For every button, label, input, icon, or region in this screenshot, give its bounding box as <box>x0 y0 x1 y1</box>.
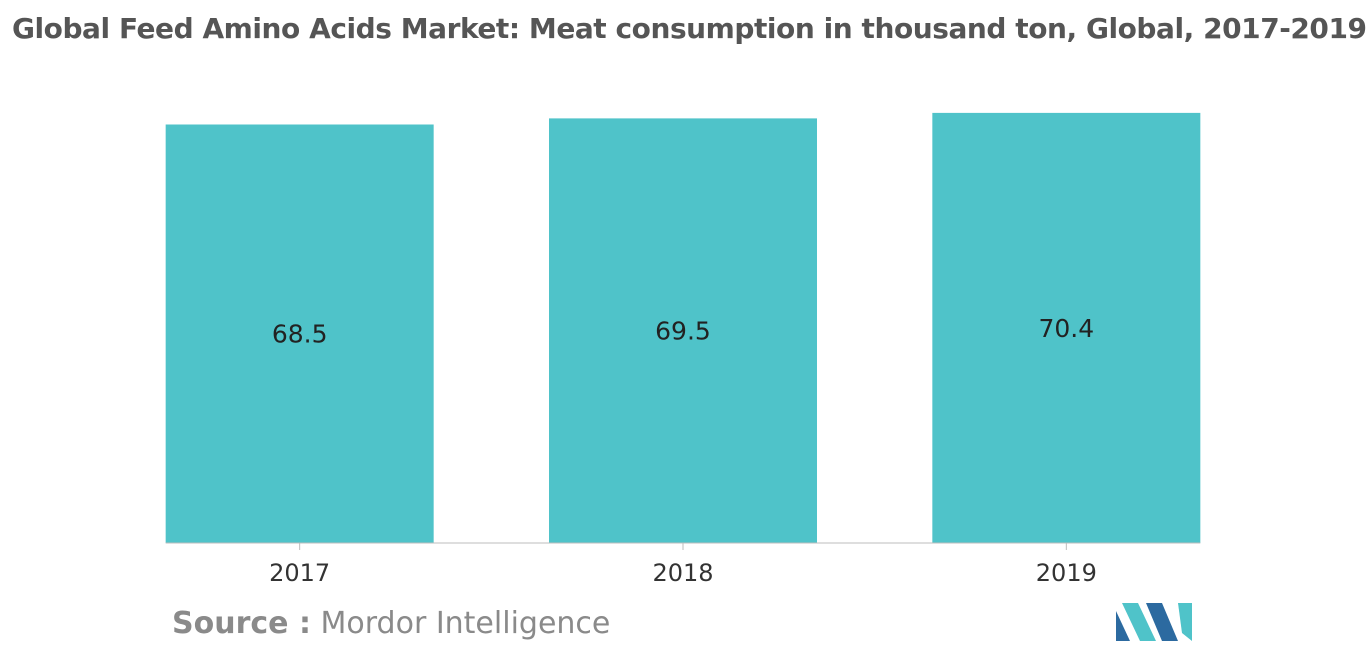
labels-layer: 68.5 2017 69.5 2018 70.4 2019 <box>269 314 1097 587</box>
data-label-2019: 70.4 <box>1038 314 1094 343</box>
x-tick-label-2017: 2017 <box>269 559 330 587</box>
logo-shape-middle <box>1122 603 1156 641</box>
bar-2017 <box>165 124 434 543</box>
mordor-intelligence-logo-icon <box>1116 603 1192 641</box>
source-prefix: Source : <box>172 606 311 641</box>
logo-shape-left <box>1116 611 1130 641</box>
x-tick-label-2018: 2018 <box>652 559 713 587</box>
bar-chart: 68.5 2017 69.5 2018 70.4 2019 <box>165 112 1201 587</box>
data-label-2017: 68.5 <box>272 320 328 349</box>
bar-2019 <box>932 112 1201 544</box>
logo-shape-right <box>1146 603 1178 641</box>
x-tick-label-2019: 2019 <box>1036 559 1097 587</box>
bar-2018 <box>549 118 817 544</box>
bars-layer <box>165 112 1201 544</box>
data-label-2018: 69.5 <box>655 317 711 346</box>
chart-title: Global Feed Amino Acids Market: Meat con… <box>12 12 1366 45</box>
logo-shape-end <box>1178 603 1192 641</box>
x-ticks-layer <box>299 543 1067 550</box>
source-note: Source : Mordor Intelligence <box>172 606 610 641</box>
source-name: Mordor Intelligence <box>320 606 611 641</box>
